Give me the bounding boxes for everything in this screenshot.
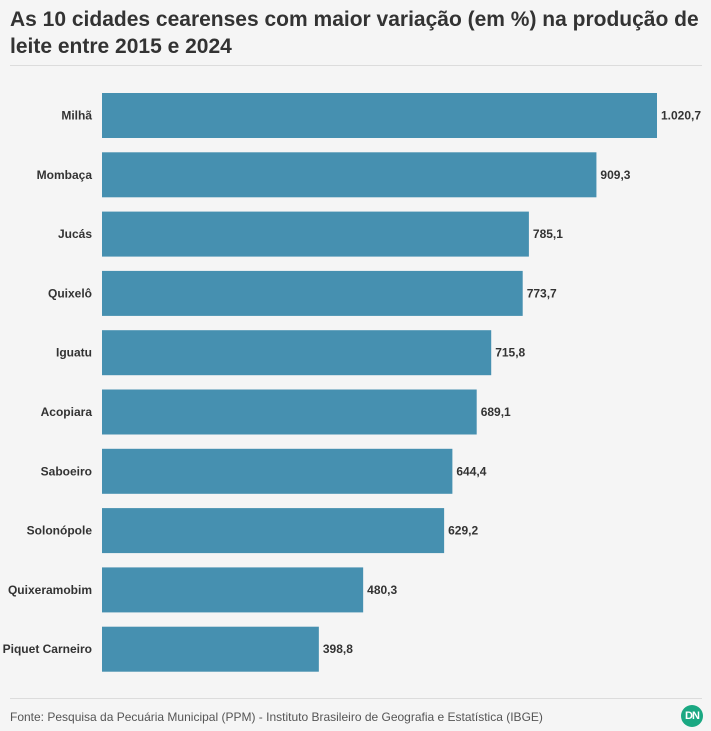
category-label: Jucás	[58, 227, 92, 241]
bar	[102, 330, 492, 376]
value-label: 715,8	[495, 346, 525, 360]
category-label: Piquet Carneiro	[3, 642, 92, 656]
bar	[102, 567, 364, 613]
footer-divider	[10, 698, 702, 699]
category-label: Mombaça	[37, 168, 93, 182]
value-label: 480,3	[367, 583, 397, 597]
dn-logo-icon: DN	[681, 705, 703, 727]
bar-chart: Milhã 1.020,7 Mombaça 909,3 Jucás 785,1 Quixel…	[3, 93, 701, 672]
bar	[102, 389, 477, 435]
value-label: 785,1	[533, 227, 563, 241]
bar	[102, 508, 445, 554]
value-label: 398,8	[323, 642, 353, 656]
bar	[102, 448, 453, 494]
category-label: Milhã	[61, 109, 92, 123]
category-label: Quixelô	[48, 286, 92, 300]
value-label: 629,2	[448, 524, 478, 538]
chart-title: As 10 cidades cearenses com maior variaç…	[10, 8, 699, 58]
value-label: 1.020,7	[661, 109, 701, 123]
bar	[102, 152, 597, 198]
bar	[102, 93, 657, 138]
value-label: 644,4	[456, 464, 486, 478]
bar	[102, 270, 523, 316]
value-label: 909,3	[600, 168, 630, 182]
title-divider	[10, 65, 702, 66]
value-label: 689,1	[481, 405, 511, 419]
bar	[102, 211, 529, 257]
category-label: Solonópole	[27, 524, 93, 538]
category-label: Quixeramobim	[8, 583, 92, 597]
category-label: Saboeiro	[41, 464, 92, 478]
bar	[102, 626, 319, 672]
value-label: 773,7	[527, 286, 557, 300]
category-label: Acopiara	[41, 405, 93, 419]
source-note: Fonte: Pesquisa da Pecuária Municipal (P…	[10, 710, 543, 724]
category-label: Iguatu	[56, 346, 92, 360]
